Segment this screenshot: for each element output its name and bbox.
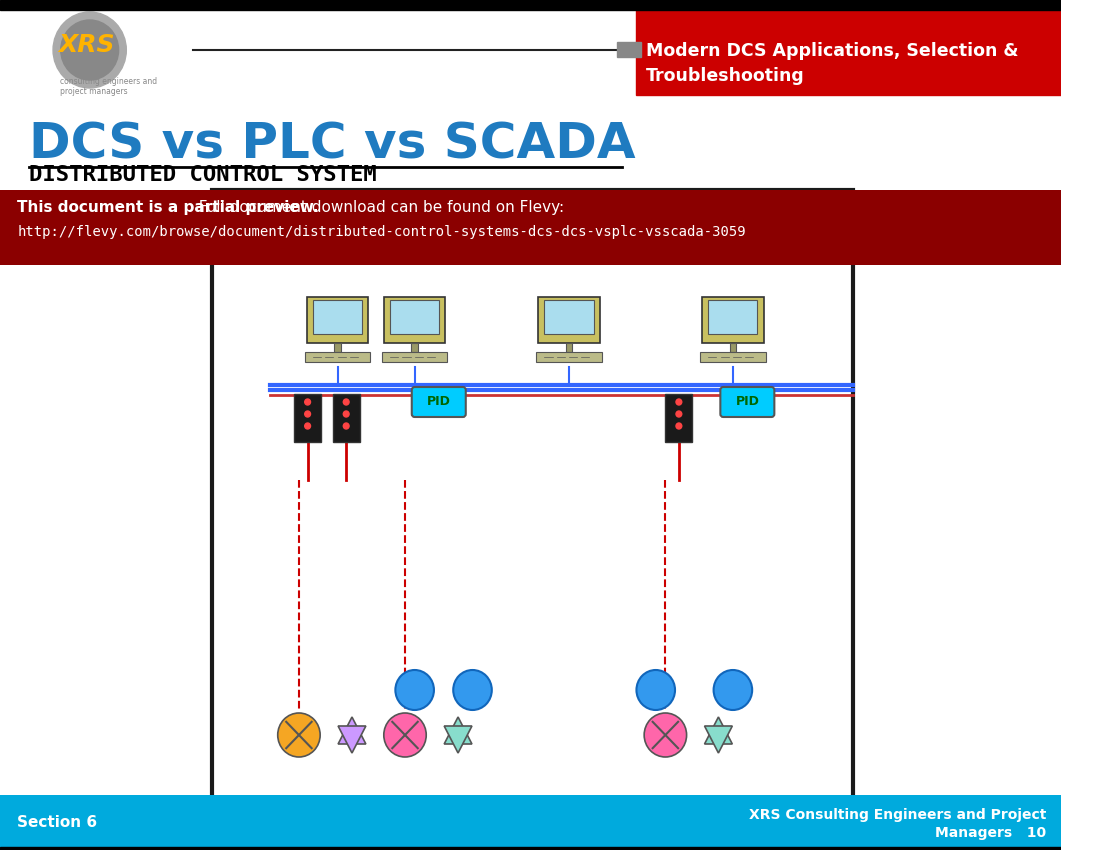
Bar (0, 0, 1060, 10)
Bar (0, 190, 1060, 265)
Bar (332, 394, 360, 442)
Circle shape (343, 399, 349, 405)
Bar (382, 352, 448, 362)
Polygon shape (444, 717, 472, 744)
Bar (212, 190, 854, 815)
Circle shape (60, 20, 119, 80)
Bar (305, 352, 371, 362)
Bar (411, 343, 418, 352)
Text: Advanced
Control: Advanced Control (575, 237, 630, 260)
FancyBboxPatch shape (307, 297, 368, 343)
Polygon shape (704, 717, 733, 744)
Circle shape (277, 713, 320, 757)
Text: PID: PID (736, 394, 759, 407)
Bar (0, 847, 1060, 850)
Circle shape (343, 411, 349, 417)
Bar (708, 300, 758, 334)
Text: This document is a partial preview.: This document is a partial preview. (18, 200, 319, 215)
Bar (700, 352, 766, 362)
Circle shape (305, 399, 310, 405)
FancyBboxPatch shape (720, 387, 774, 417)
Circle shape (453, 670, 492, 710)
Circle shape (305, 411, 310, 417)
FancyBboxPatch shape (702, 297, 763, 343)
Bar (666, 394, 692, 442)
Bar (544, 300, 594, 334)
Circle shape (53, 12, 126, 88)
Circle shape (395, 670, 433, 710)
Text: Section 6: Section 6 (18, 815, 98, 830)
FancyBboxPatch shape (538, 297, 600, 343)
Bar (637, 10, 1060, 95)
Bar (565, 343, 572, 352)
Circle shape (343, 423, 349, 429)
Text: http://flevy.com/browse/document/distributed-control-systems-dcs-dcs-vsplc-vssca: http://flevy.com/browse/document/distrib… (18, 225, 746, 239)
Bar (0, 795, 1060, 850)
Polygon shape (444, 726, 472, 753)
Text: Managers   10: Managers 10 (935, 825, 1046, 840)
Text: DCS vs PLC vs SCADA: DCS vs PLC vs SCADA (29, 120, 636, 168)
Circle shape (676, 411, 682, 417)
Bar (294, 394, 321, 442)
Polygon shape (704, 726, 733, 753)
Text: consulting engineers and
project managers: consulting engineers and project manager… (59, 77, 157, 96)
Text: Modern DCS Applications, Selection &
Troubleshooting: Modern DCS Applications, Selection & Tro… (646, 42, 1019, 85)
FancyBboxPatch shape (384, 297, 446, 343)
Text: Critical Control
& Shut Down: Critical Control & Shut Down (706, 237, 789, 260)
Circle shape (384, 713, 426, 757)
Text: XRS Consulting Engineers and Project: XRS Consulting Engineers and Project (749, 808, 1046, 821)
Bar (312, 300, 362, 334)
Polygon shape (338, 726, 366, 753)
Text: Full document download can be found on Flevy:: Full document download can be found on F… (189, 200, 564, 215)
Circle shape (676, 399, 682, 405)
Bar (536, 352, 602, 362)
Text: PID: PID (427, 394, 451, 407)
Bar (390, 300, 439, 334)
Bar (729, 343, 736, 352)
Bar (617, 42, 641, 57)
FancyBboxPatch shape (411, 387, 465, 417)
Text: XRS: XRS (58, 33, 114, 57)
Polygon shape (338, 717, 366, 744)
Circle shape (305, 423, 310, 429)
Circle shape (637, 670, 675, 710)
Circle shape (714, 670, 752, 710)
Text: DISTRIBUTED CONTROL SYSTEM: DISTRIBUTED CONTROL SYSTEM (29, 165, 376, 185)
Circle shape (645, 713, 686, 757)
Circle shape (676, 423, 682, 429)
Bar (334, 343, 341, 352)
Text: Basic
Control: Basic Control (356, 237, 396, 260)
